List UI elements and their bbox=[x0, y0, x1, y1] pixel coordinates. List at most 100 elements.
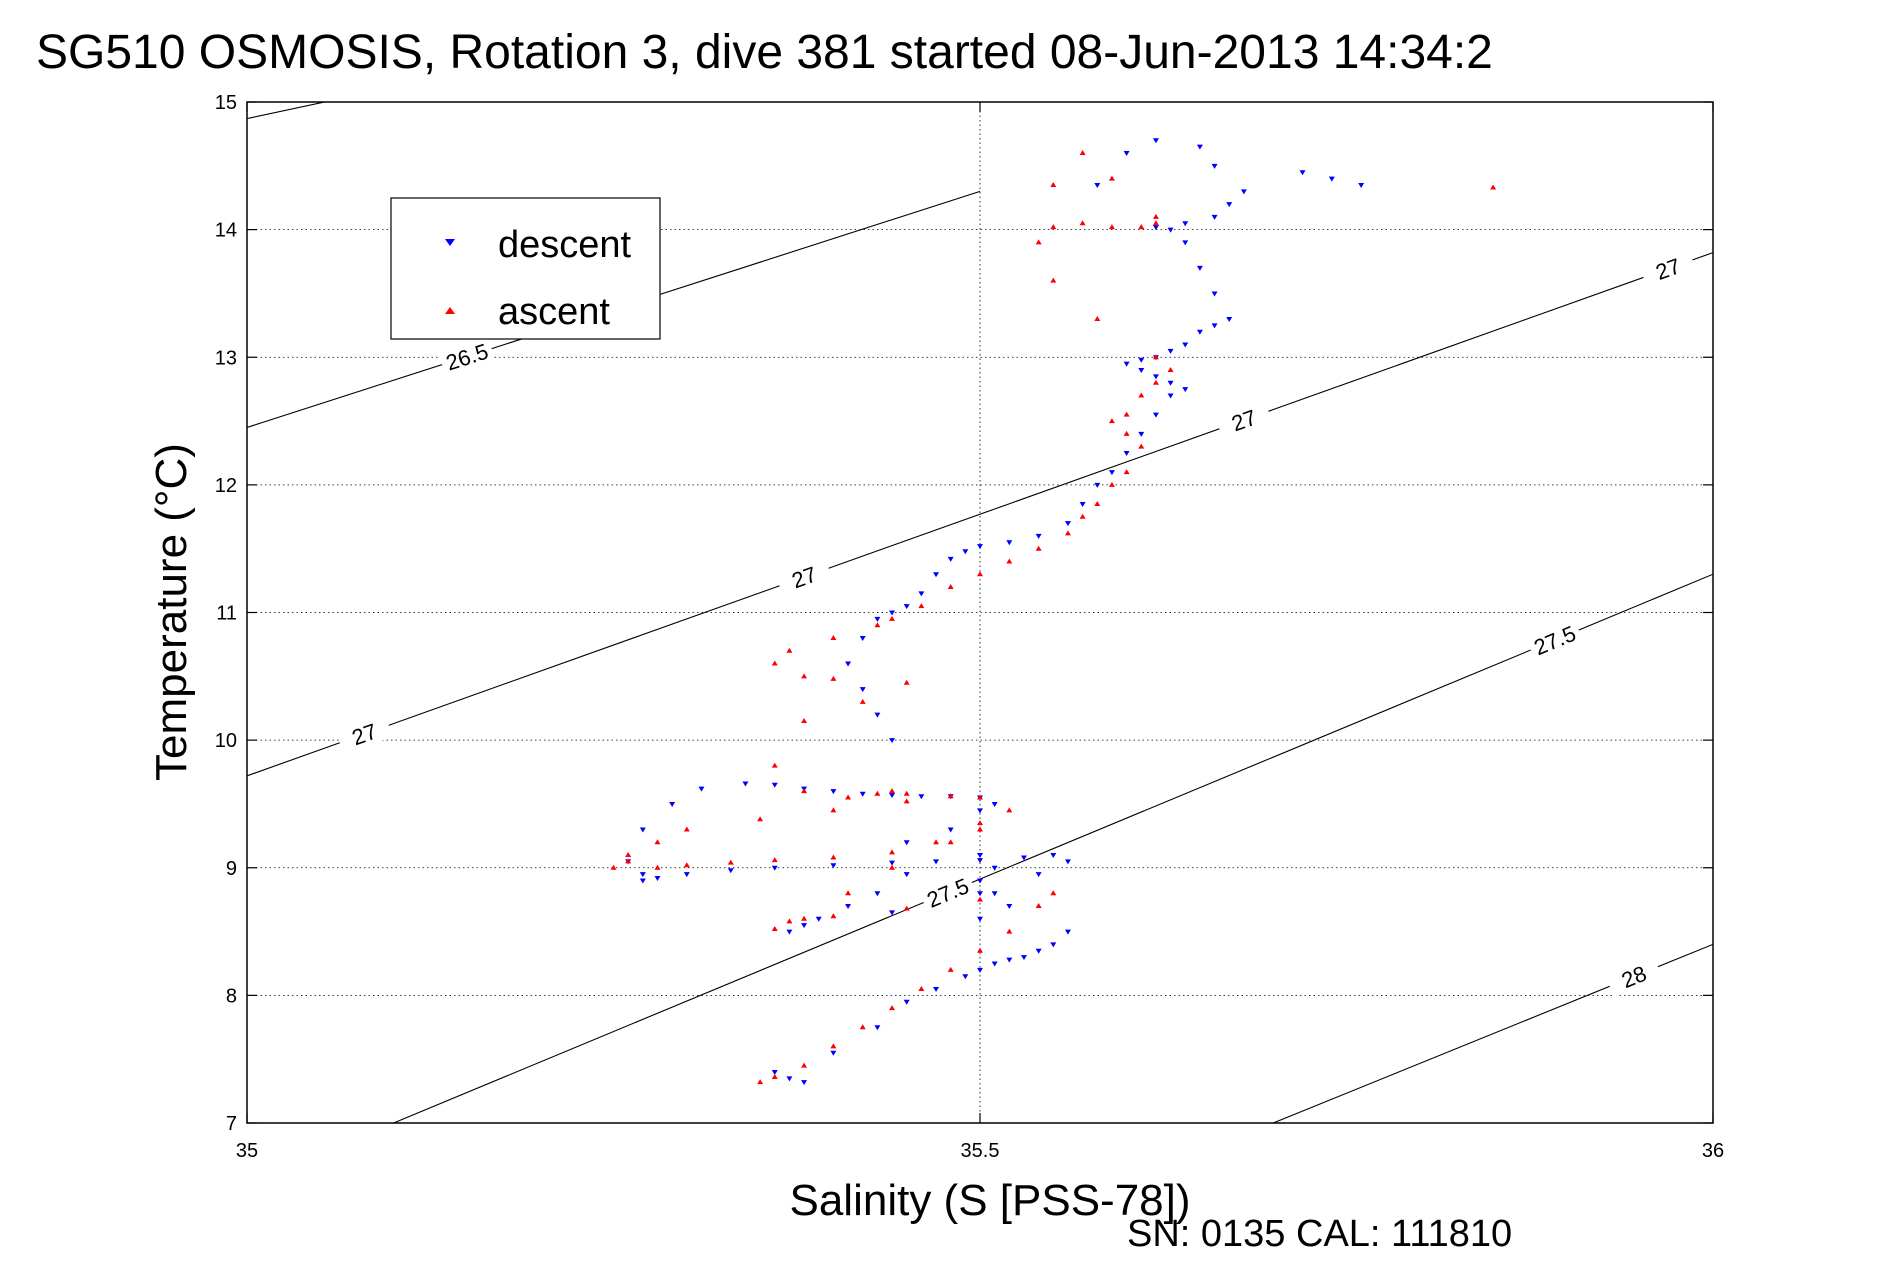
descent-point bbox=[1064, 929, 1071, 935]
ascent-point bbox=[625, 851, 632, 857]
ascent-point bbox=[801, 915, 808, 921]
descent-point bbox=[1123, 361, 1130, 367]
descent-point bbox=[830, 789, 837, 795]
descent-point bbox=[1226, 202, 1233, 208]
descent-point bbox=[1020, 955, 1027, 961]
descent-point bbox=[1167, 348, 1174, 354]
descent-point bbox=[889, 610, 896, 616]
ascent-point bbox=[1152, 213, 1159, 219]
ascent-point bbox=[1006, 558, 1013, 564]
ascent-point bbox=[889, 849, 896, 855]
ascent-point bbox=[1035, 545, 1042, 551]
descent-point bbox=[903, 872, 910, 878]
ascent-point bbox=[654, 864, 661, 870]
ascent-point bbox=[757, 816, 764, 822]
ascent-point bbox=[610, 864, 617, 870]
descent-point bbox=[874, 891, 881, 897]
descent-point bbox=[771, 865, 778, 871]
ascent-point bbox=[947, 793, 954, 799]
descent-point bbox=[1211, 291, 1218, 297]
ascent-point bbox=[1079, 513, 1086, 519]
ascent-point bbox=[903, 798, 910, 804]
descent-point bbox=[845, 904, 852, 910]
descent-point bbox=[1006, 904, 1013, 910]
ascent-point bbox=[977, 896, 983, 902]
density-contour-line bbox=[247, 252, 1713, 777]
descent-point bbox=[1123, 151, 1130, 157]
density-contour-line bbox=[393, 573, 1713, 1123]
ascent-point bbox=[874, 790, 881, 796]
descent-point bbox=[1064, 521, 1071, 527]
descent-point bbox=[1152, 138, 1159, 144]
descent-point bbox=[845, 661, 852, 667]
descent-point bbox=[977, 916, 983, 922]
descent-point bbox=[874, 616, 881, 622]
descent-point bbox=[977, 544, 983, 550]
contour-label-bg bbox=[335, 712, 393, 755]
descent-point bbox=[1006, 957, 1013, 963]
descent-point bbox=[977, 967, 983, 973]
descent-point bbox=[1328, 176, 1335, 182]
ascent-point bbox=[801, 1062, 808, 1068]
ascent-point bbox=[889, 1005, 896, 1011]
y-tick-label: 13 bbox=[215, 347, 237, 369]
descent-point bbox=[903, 999, 910, 1005]
ascent-point bbox=[1138, 224, 1145, 230]
ascent-point bbox=[845, 890, 852, 896]
descent-point bbox=[1138, 357, 1145, 363]
ascent-point bbox=[830, 675, 837, 681]
ascent-point bbox=[1050, 890, 1057, 896]
ascent-point bbox=[1152, 379, 1159, 385]
ascent-point bbox=[947, 839, 954, 845]
ascent-point bbox=[1079, 150, 1086, 156]
axis-ticks: 35 35.5 36 7 8 9 10 11 12 13 14 15 bbox=[215, 92, 1724, 1162]
ascent-point bbox=[654, 839, 661, 845]
ascent-point bbox=[683, 826, 690, 832]
descent-point bbox=[933, 986, 940, 992]
descent-point bbox=[903, 604, 910, 610]
legend-ascent-label: ascent bbox=[498, 291, 610, 333]
ascent-point bbox=[801, 788, 808, 794]
descent-point bbox=[977, 878, 983, 884]
ascent-point bbox=[1108, 481, 1115, 487]
ascent-point bbox=[830, 807, 837, 813]
ascent-point bbox=[683, 862, 690, 868]
descent-point bbox=[889, 793, 896, 799]
ascent-point bbox=[1035, 239, 1042, 245]
descent-point bbox=[859, 791, 866, 797]
contour-label-bg bbox=[918, 869, 977, 914]
ascent-point bbox=[977, 794, 983, 800]
descent-point bbox=[977, 891, 983, 897]
descent-point bbox=[1064, 859, 1071, 865]
descent-point bbox=[889, 860, 896, 866]
ascent-point bbox=[889, 615, 896, 621]
ascent-point bbox=[1050, 181, 1057, 187]
descent-point bbox=[698, 786, 705, 792]
ascent-point bbox=[1138, 443, 1145, 449]
ascent-point bbox=[1167, 367, 1174, 373]
ascent-point bbox=[786, 647, 793, 653]
ascent-point bbox=[1064, 530, 1071, 536]
ascent-point bbox=[757, 1079, 764, 1085]
ascent-point bbox=[947, 966, 954, 972]
y-tick-label: 10 bbox=[215, 730, 237, 752]
y-tick-label: 14 bbox=[215, 220, 237, 242]
descent-point bbox=[1094, 182, 1101, 188]
descent-point bbox=[1182, 221, 1189, 227]
descent-point bbox=[1050, 852, 1057, 858]
descent-point bbox=[1240, 189, 1247, 195]
contour-label-bg bbox=[1214, 398, 1273, 441]
y-axis-title: Temperature (°C) bbox=[147, 443, 196, 781]
legend-descent-marker bbox=[445, 239, 455, 246]
ascent-point bbox=[830, 913, 837, 919]
ascent-point bbox=[947, 583, 954, 589]
ascent-point bbox=[859, 698, 866, 704]
ascent-point bbox=[1006, 807, 1013, 813]
descent-point bbox=[874, 1025, 881, 1031]
descent-point bbox=[933, 572, 940, 578]
ascent-point bbox=[801, 717, 808, 723]
ascent-point bbox=[918, 603, 925, 609]
y-tick-label: 12 bbox=[215, 475, 237, 497]
descent-point bbox=[859, 636, 866, 642]
descent-point bbox=[1035, 533, 1042, 539]
